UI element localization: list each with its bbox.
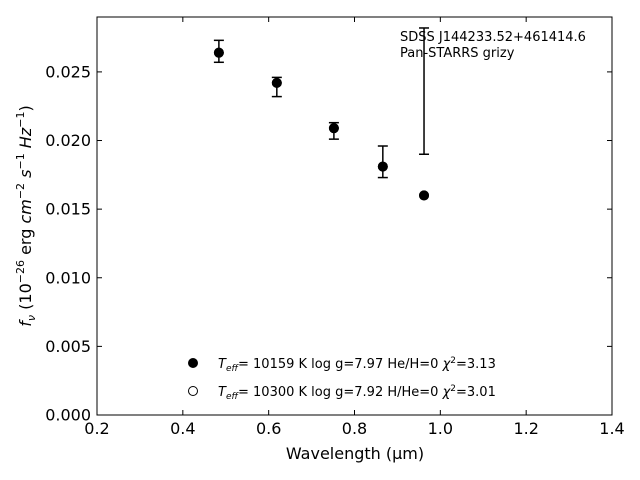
y-tick-label: 0.010 [45, 268, 91, 287]
model-point-filled [419, 190, 430, 201]
legend-marker-open [188, 386, 198, 396]
legend-entry-1: Teff= 10159 K log g=7.97 He/H=0 χ2=3.13 [218, 356, 496, 374]
x-axis-title: Wavelength (μm) [286, 444, 424, 463]
x-tick-label: 1.0 [428, 419, 453, 438]
x-tick-label: 0.2 [84, 419, 109, 438]
x-tick-label: 0.8 [342, 419, 367, 438]
x-ticks: 0.2 0.4 0.6 0.8 1.0 1.2 1.4 [84, 17, 625, 438]
annotation-object-name: SDSS J144233.52+461414.6 [400, 30, 586, 45]
plot-frame [96, 16, 613, 416]
error-bars [213, 27, 430, 179]
x-tick-label: 0.4 [170, 419, 195, 438]
model-point-filled [377, 161, 388, 172]
legend: Teff= 10159 K log g=7.97 He/H=0 χ2=3.13 … [188, 356, 496, 402]
x-axis-title-text: Wavelength (μm) [286, 444, 424, 463]
y-tick-label: 0.015 [45, 200, 91, 219]
model-point-filled [328, 123, 339, 134]
legend-entry-2: Teff= 10300 K log g=7.92 H/He=0 χ2=3.01 [218, 384, 496, 402]
x-tick-label: 1.2 [513, 419, 538, 438]
y-tick-label: 0.005 [45, 337, 91, 356]
y-tick-label: 0.025 [45, 62, 91, 81]
model-point-filled [271, 77, 282, 88]
model-point-filled [213, 47, 224, 58]
x-tick-label: 1.4 [599, 419, 624, 438]
x-tick-label: 0.6 [256, 419, 281, 438]
y-ticks: 0.000 0.005 0.010 0.015 0.020 0.025 [45, 62, 612, 425]
annotation-survey: Pan-STARRS grizy [400, 46, 515, 61]
y-tick-label: 0.000 [45, 406, 91, 425]
y-axis-title: fν (10−26 erg cm−2 s−1 Hz−1) [14, 105, 38, 326]
data-points [213, 47, 430, 201]
y-tick-label: 0.020 [45, 131, 91, 150]
legend-marker-filled [188, 358, 198, 368]
